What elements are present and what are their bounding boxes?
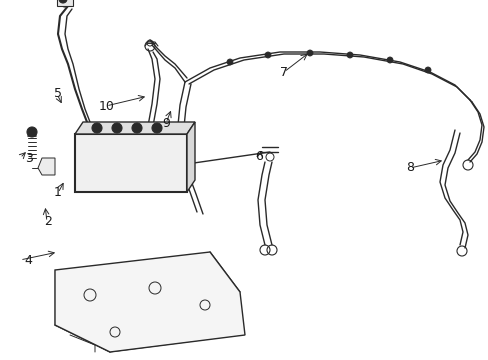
Text: 9: 9 [162,117,170,130]
Circle shape [306,50,312,56]
Polygon shape [55,252,244,352]
Text: 7: 7 [279,66,287,78]
Text: 3: 3 [25,152,33,165]
Circle shape [59,0,67,3]
Circle shape [92,123,102,133]
Text: 2: 2 [44,215,52,228]
Text: 1: 1 [54,186,61,199]
Bar [57,0,73,6]
Text: 10: 10 [99,100,114,113]
Polygon shape [75,122,195,134]
Polygon shape [186,122,195,192]
Circle shape [112,123,122,133]
Circle shape [132,123,142,133]
Circle shape [264,52,270,58]
Circle shape [424,67,430,73]
Circle shape [346,52,352,58]
Circle shape [27,127,37,137]
Circle shape [226,59,232,65]
Bar [75,134,186,192]
Text: 6: 6 [255,150,263,163]
Text: 4: 4 [24,255,32,267]
Text: 5: 5 [54,87,61,100]
Polygon shape [38,158,55,175]
Text: 8: 8 [405,161,413,174]
Circle shape [386,57,392,63]
Circle shape [152,123,162,133]
